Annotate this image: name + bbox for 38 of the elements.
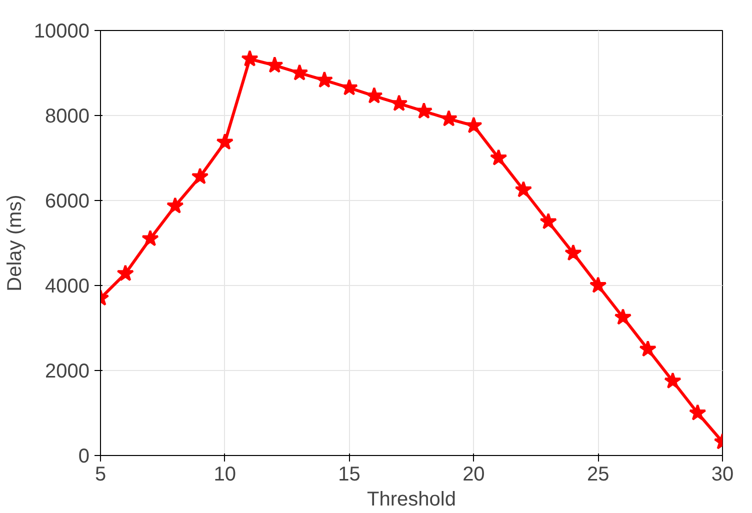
x-tick-label: 20	[462, 464, 485, 486]
point	[290, 64, 308, 80]
y-tick-label: 8000	[45, 106, 90, 128]
point	[366, 86, 383, 104]
point	[490, 149, 508, 166]
point	[440, 110, 458, 126]
point	[216, 133, 234, 150]
y-tick-label: 4000	[45, 276, 90, 298]
x-tick-label: 10	[214, 464, 236, 486]
point	[241, 50, 258, 66]
point	[689, 404, 706, 420]
point	[589, 276, 607, 293]
point	[614, 308, 632, 325]
point	[465, 116, 482, 134]
point	[340, 78, 358, 96]
x-axis-title: Threshold	[367, 488, 456, 510]
y-tick-label: 6000	[45, 190, 90, 212]
point	[664, 372, 682, 389]
point	[415, 102, 433, 119]
point	[116, 264, 134, 282]
point	[266, 56, 284, 73]
y-axis-title: Delay (ms)	[4, 194, 26, 292]
x-tick-label: 25	[586, 464, 610, 486]
point	[166, 197, 184, 214]
x-tick-label: 5	[94, 464, 106, 486]
y-tick-label: 0	[78, 446, 90, 468]
point	[639, 340, 656, 357]
point	[390, 94, 408, 112]
point	[564, 244, 582, 261]
point	[142, 230, 159, 246]
y-tick-label: 10000	[34, 20, 90, 42]
point	[316, 71, 334, 88]
point	[540, 212, 557, 230]
y-tick-label: 2000	[45, 360, 90, 382]
point	[191, 168, 209, 184]
x-tick-label: 15	[338, 464, 360, 486]
x-tick-label: 30	[711, 464, 734, 486]
point	[514, 180, 532, 198]
